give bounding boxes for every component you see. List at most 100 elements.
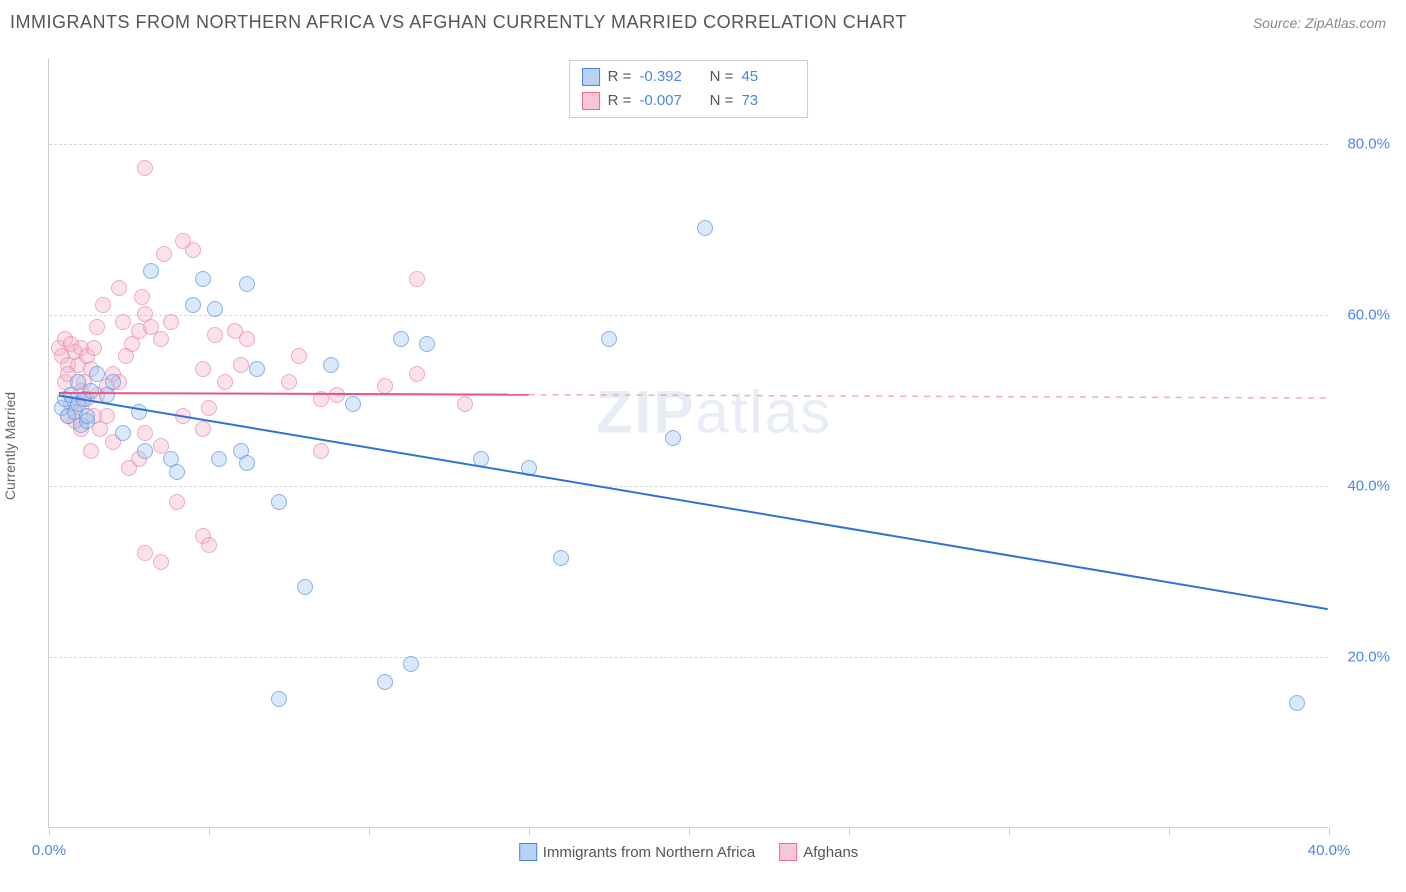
r-value: -0.007 xyxy=(639,89,693,113)
chart-title: IMMIGRANTS FROM NORTHERN AFRICA VS AFGHA… xyxy=(10,12,907,33)
scatter-point-northern_africa xyxy=(665,430,681,446)
gridline-h xyxy=(49,657,1328,658)
scatter-point-northern_africa xyxy=(70,374,86,390)
x-tick xyxy=(49,827,50,835)
x-tick xyxy=(689,827,690,835)
series-legend: Immigrants from Northern Africa Afghans xyxy=(519,843,859,861)
scatter-point-afghans xyxy=(137,545,153,561)
y-tick-label: 80.0% xyxy=(1347,135,1390,152)
legend-item-afghans: Afghans xyxy=(779,843,858,861)
scatter-point-northern_africa xyxy=(239,276,255,292)
scatter-point-afghans xyxy=(121,460,137,476)
scatter-point-northern_africa xyxy=(115,425,131,441)
source-attribution: Source: ZipAtlas.com xyxy=(1253,15,1386,31)
scatter-point-afghans xyxy=(457,396,473,412)
scatter-point-afghans xyxy=(217,374,233,390)
x-tick-label: 0.0% xyxy=(32,842,66,859)
scatter-point-afghans xyxy=(377,378,393,394)
scatter-point-northern_africa xyxy=(185,297,201,313)
n-label: N = xyxy=(701,89,733,113)
scatter-point-northern_africa xyxy=(403,656,419,672)
legend-row-northern_africa: R = -0.392 N = 45 xyxy=(582,65,796,89)
scatter-point-northern_africa xyxy=(323,357,339,373)
scatter-chart: R = -0.392 N = 45R = -0.007 N = 73 ZIPat… xyxy=(48,58,1328,828)
scatter-point-afghans xyxy=(329,387,345,403)
x-tick xyxy=(849,827,850,835)
n-label: N = xyxy=(701,65,733,89)
scatter-point-northern_africa xyxy=(393,331,409,347)
x-tick-label: 40.0% xyxy=(1308,842,1351,859)
scatter-point-afghans xyxy=(175,233,191,249)
scatter-point-afghans xyxy=(313,391,329,407)
scatter-point-afghans xyxy=(83,443,99,459)
r-label: R = xyxy=(608,89,632,113)
scatter-point-northern_africa xyxy=(1289,695,1305,711)
legend-swatch xyxy=(582,68,600,86)
scatter-point-northern_africa xyxy=(195,271,211,287)
scatter-point-northern_africa xyxy=(601,331,617,347)
scatter-point-northern_africa xyxy=(89,366,105,382)
legend-swatch xyxy=(519,843,537,861)
legend-label: Immigrants from Northern Africa xyxy=(543,844,756,861)
legend-row-afghans: R = -0.007 N = 73 xyxy=(582,89,796,113)
scatter-point-afghans xyxy=(281,374,297,390)
y-axis-label: Currently Married xyxy=(2,392,18,500)
scatter-point-northern_africa xyxy=(419,336,435,352)
legend-label: Afghans xyxy=(803,844,858,861)
x-tick xyxy=(369,827,370,835)
scatter-point-afghans xyxy=(134,289,150,305)
scatter-point-afghans xyxy=(153,331,169,347)
scatter-point-northern_africa xyxy=(137,443,153,459)
scatter-point-northern_africa xyxy=(239,455,255,471)
x-tick xyxy=(529,827,530,835)
scatter-point-afghans xyxy=(239,331,255,347)
scatter-point-afghans xyxy=(175,408,191,424)
n-value: 73 xyxy=(741,89,795,113)
scatter-point-afghans xyxy=(169,494,185,510)
scatter-point-northern_africa xyxy=(473,451,489,467)
scatter-point-northern_africa xyxy=(99,387,115,403)
scatter-point-afghans xyxy=(195,361,211,377)
gridline-h xyxy=(49,315,1328,316)
gridline-h xyxy=(49,486,1328,487)
scatter-point-northern_africa xyxy=(249,361,265,377)
x-tick xyxy=(1169,827,1170,835)
scatter-point-northern_africa xyxy=(521,460,537,476)
legend-item-northern_africa: Immigrants from Northern Africa xyxy=(519,843,756,861)
scatter-point-northern_africa xyxy=(169,464,185,480)
watermark: ZIPatlas xyxy=(596,377,832,446)
legend-swatch xyxy=(582,92,600,110)
y-tick-label: 60.0% xyxy=(1347,306,1390,323)
scatter-point-afghans xyxy=(201,400,217,416)
scatter-point-afghans xyxy=(207,327,223,343)
scatter-point-afghans xyxy=(156,246,172,262)
x-tick xyxy=(1009,827,1010,835)
scatter-point-northern_africa xyxy=(377,674,393,690)
scatter-point-afghans xyxy=(409,271,425,287)
scatter-point-afghans xyxy=(95,297,111,313)
scatter-point-afghans xyxy=(89,319,105,335)
scatter-point-afghans xyxy=(153,554,169,570)
scatter-point-northern_africa xyxy=(143,263,159,279)
scatter-point-northern_africa xyxy=(271,691,287,707)
scatter-point-northern_africa xyxy=(345,396,361,412)
y-tick-label: 20.0% xyxy=(1347,648,1390,665)
r-label: R = xyxy=(608,65,632,89)
n-value: 45 xyxy=(741,65,795,89)
scatter-point-afghans xyxy=(163,314,179,330)
scatter-point-afghans xyxy=(137,160,153,176)
legend-swatch xyxy=(779,843,797,861)
x-tick xyxy=(1329,827,1330,835)
scatter-point-northern_africa xyxy=(553,550,569,566)
scatter-point-afghans xyxy=(291,348,307,364)
scatter-point-afghans xyxy=(201,537,217,553)
scatter-point-northern_africa xyxy=(697,220,713,236)
scatter-point-afghans xyxy=(233,357,249,373)
gridline-h xyxy=(49,144,1328,145)
scatter-point-northern_africa xyxy=(79,408,95,424)
scatter-point-afghans xyxy=(313,443,329,459)
x-tick xyxy=(209,827,210,835)
r-value: -0.392 xyxy=(639,65,693,89)
y-tick-label: 40.0% xyxy=(1347,477,1390,494)
scatter-point-northern_africa xyxy=(297,579,313,595)
